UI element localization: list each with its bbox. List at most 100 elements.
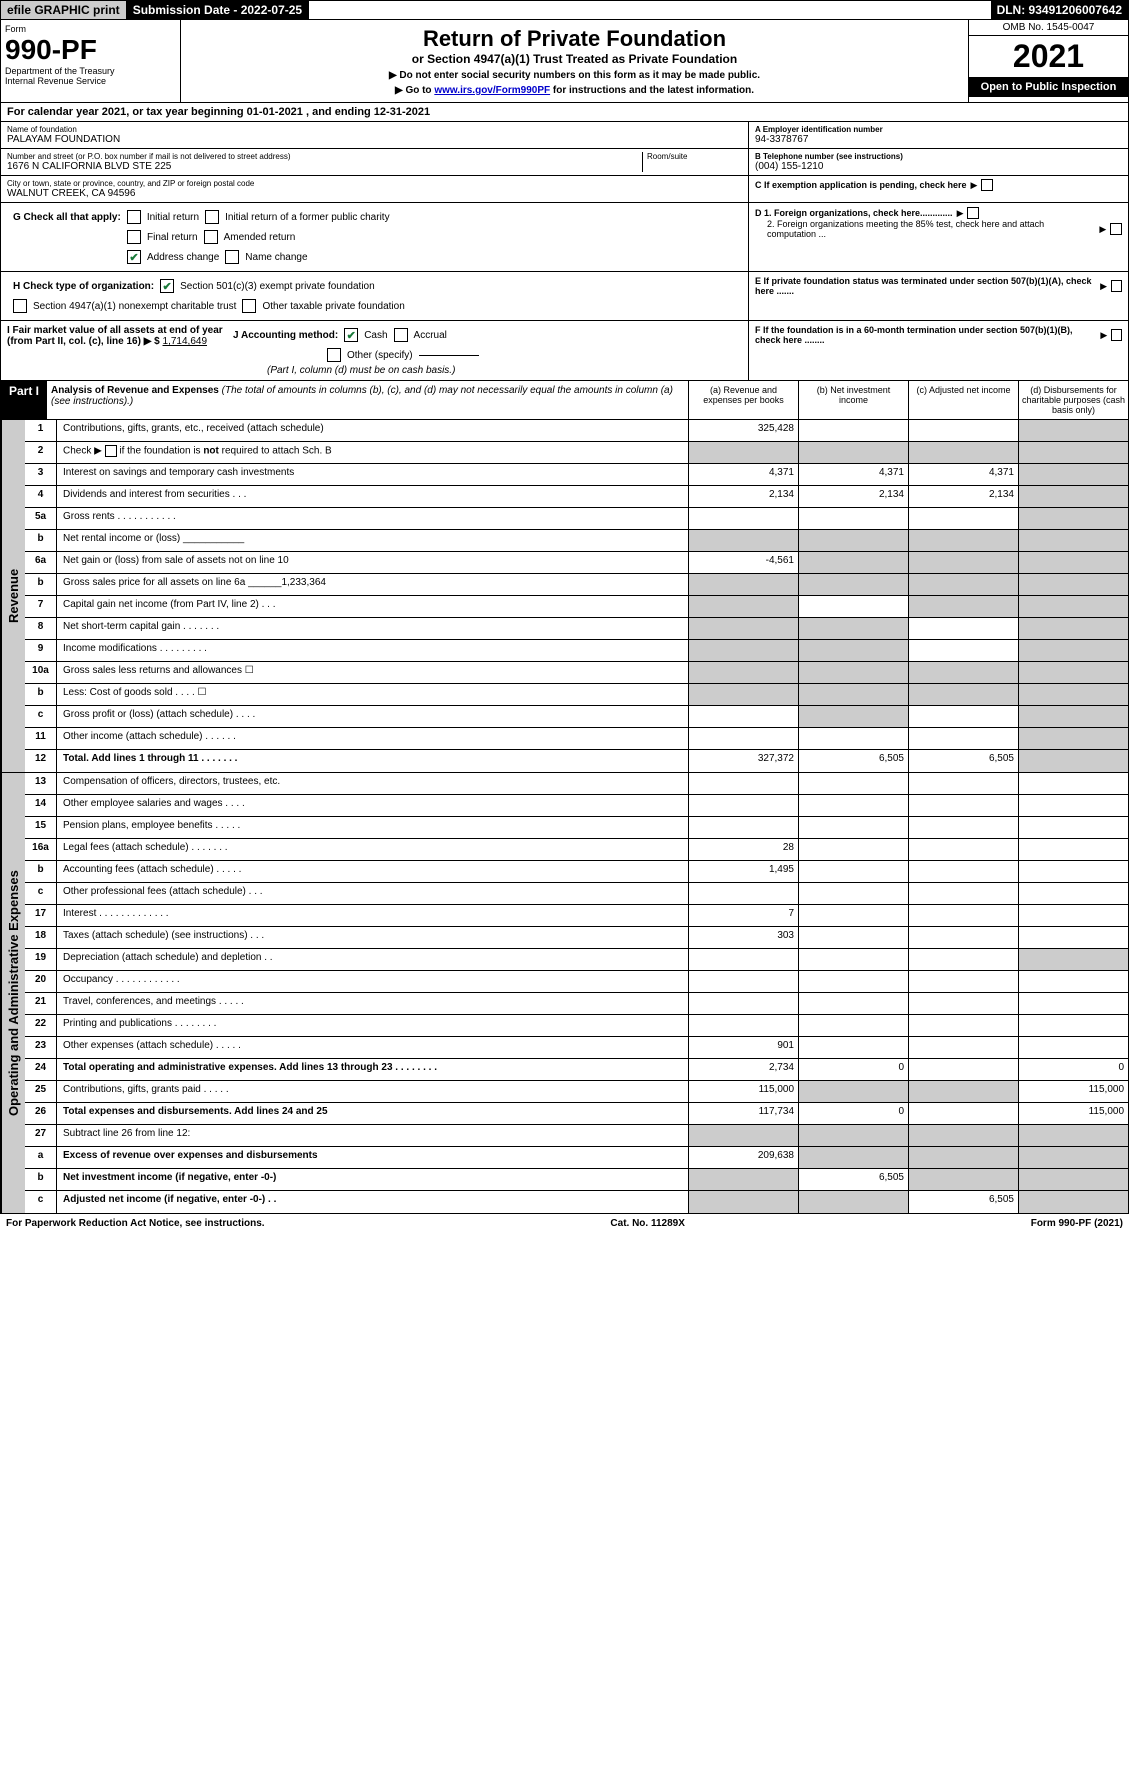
line-number: 5a [25,508,57,529]
col-a [688,662,798,683]
line-number: 13 [25,773,57,794]
expenses-table: Operating and Administrative Expenses 13… [0,773,1129,1214]
col-c [908,684,1018,705]
arrow-icon: ▶ [1099,224,1106,235]
col-d [1018,1037,1128,1058]
line-number: c [25,883,57,904]
line-number: 2 [25,442,57,463]
col-c [908,839,1018,860]
col-b: 0 [798,1103,908,1124]
col-a: 28 [688,839,798,860]
col-a [688,1125,798,1146]
final-return-checkbox[interactable] [127,230,141,244]
col-d [1018,420,1128,441]
accrual-checkbox[interactable] [394,328,408,342]
initial-return-checkbox[interactable] [127,210,141,224]
col-d [1018,508,1128,529]
note-ssn: ▶ Do not enter social security numbers o… [187,70,962,81]
table-row: 5aGross rents . . . . . . . . . . . [25,508,1128,530]
col-b [798,508,908,529]
calendar-year: For calendar year 2021, or tax year begi… [0,103,1129,122]
col-a: 303 [688,927,798,948]
address-change-checkbox[interactable]: ✔ [127,250,141,264]
paperwork-notice: For Paperwork Reduction Act Notice, see … [6,1218,265,1229]
line-desc: Other income (attach schedule) . . . . .… [57,728,688,749]
d1-checkbox[interactable] [967,207,979,219]
efile-button[interactable]: efile GRAPHIC print [1,1,127,19]
col-a [688,817,798,838]
name-cell: Name of foundation PALAYAM FOUNDATION [1,122,748,149]
col-a [688,596,798,617]
omb-number: OMB No. 1545-0047 [969,20,1128,36]
name-change-checkbox[interactable] [225,250,239,264]
section-g: G Check all that apply: Initial return I… [0,203,1129,272]
table-row: 13Compensation of officers, directors, t… [25,773,1128,795]
col-a [688,728,798,749]
line-number: b [25,530,57,551]
col-a [688,773,798,794]
line-number: 11 [25,728,57,749]
col-b [798,817,908,838]
line-number: 20 [25,971,57,992]
col-d [1018,728,1128,749]
line-desc: Adjusted net income (if negative, enter … [57,1191,688,1213]
col-b [798,773,908,794]
col-c [908,530,1018,551]
phone: (004) 155-1210 [755,161,1122,172]
top-bar: efile GRAPHIC print Submission Date - 20… [0,0,1129,20]
amended-return-checkbox[interactable] [204,230,218,244]
table-row: 26Total expenses and disbursements. Add … [25,1103,1128,1125]
e-checkbox[interactable] [1111,280,1122,292]
col-d [1018,1125,1128,1146]
col-d [1018,552,1128,573]
header-center: Return of Private Foundation or Section … [181,20,968,102]
line-number: b [25,574,57,595]
col-a [688,1169,798,1190]
fmv-value: 1,714,649 [163,336,208,347]
col-d: 115,000 [1018,1081,1128,1102]
col-d [1018,817,1128,838]
table-row: 10aGross sales less returns and allowanc… [25,662,1128,684]
cat-no: Cat. No. 11289X [610,1218,684,1229]
other-taxable-checkbox[interactable] [242,299,256,313]
col-c [908,508,1018,529]
d2-checkbox[interactable] [1110,223,1122,235]
phone-cell: B Telephone number (see instructions) (0… [749,149,1128,176]
col-c [908,1059,1018,1080]
f-checkbox[interactable] [1111,329,1122,341]
col-a: 115,000 [688,1081,798,1102]
exemption-checkbox[interactable] [981,179,993,191]
city-cell: City or town, state or province, country… [1,176,748,202]
table-row: bNet investment income (if negative, ent… [25,1169,1128,1191]
cash-checkbox[interactable]: ✔ [344,328,358,342]
col-a: 327,372 [688,750,798,772]
line-desc: Contributions, gifts, grants paid . . . … [57,1081,688,1102]
dln: DLN: 93491206007642 [991,1,1128,19]
other-method-checkbox[interactable] [327,348,341,362]
line-desc: Gross profit or (loss) (attach schedule)… [57,706,688,727]
page-footer: For Paperwork Reduction Act Notice, see … [0,1214,1129,1233]
col-a [688,706,798,727]
501c3-checkbox[interactable]: ✔ [160,279,174,293]
g-label: G Check all that apply: [13,212,121,223]
col-a [688,993,798,1014]
line-number: 17 [25,905,57,926]
col-b [798,552,908,573]
col-a [688,949,798,970]
tax-year: 2021 [969,36,1128,77]
col-c [908,927,1018,948]
line-number: 8 [25,618,57,639]
submission-date: Submission Date - 2022-07-25 [127,1,309,19]
ein: 94-3378767 [755,134,1122,145]
4947-checkbox[interactable] [13,299,27,313]
line-number: 14 [25,795,57,816]
irs-link[interactable]: www.irs.gov/Form990PF [434,85,550,96]
table-row: 11Other income (attach schedule) . . . .… [25,728,1128,750]
col-c [908,1169,1018,1190]
line-number: c [25,706,57,727]
col-b [798,927,908,948]
col-c: 4,371 [908,464,1018,485]
line-desc: Gross sales price for all assets on line… [57,574,688,595]
table-row: 8Net short-term capital gain . . . . . .… [25,618,1128,640]
initial-former-checkbox[interactable] [205,210,219,224]
